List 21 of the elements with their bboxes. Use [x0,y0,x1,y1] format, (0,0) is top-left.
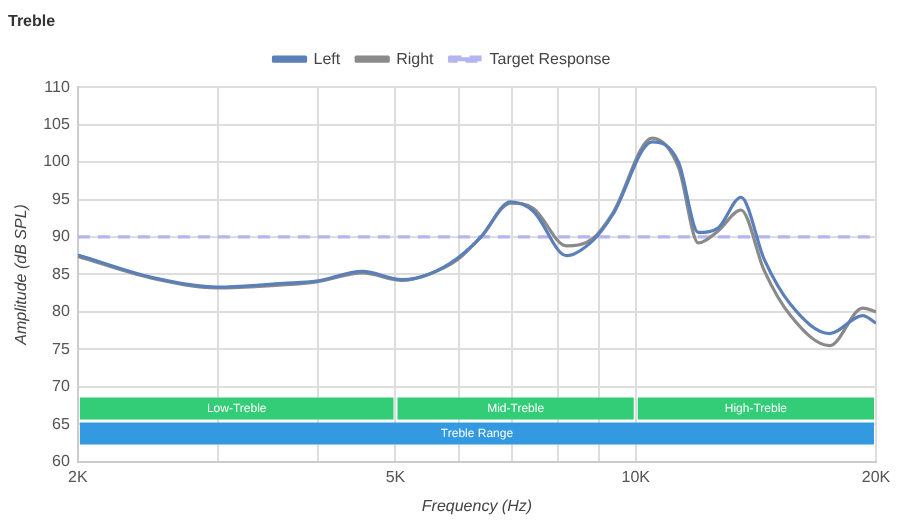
y-tick-label: 70 [52,377,71,396]
legend-label: Right [396,49,436,68]
x-tick-label: 20K [861,467,892,486]
y-tick-label: 60 [52,452,71,471]
y-tick-label: 65 [52,414,71,433]
x-tick-label: 2K [68,467,89,486]
y-tick-label: 95 [52,189,71,208]
y-tick-label: 85 [52,264,71,283]
chart-title: Treble [8,12,57,31]
y-tick-label: 80 [52,302,71,321]
x-tick-label: 5K [385,467,407,486]
y-tick-label: 75 [52,339,71,358]
x-tick-label: 10K [621,467,652,486]
y-tick-label: 90 [52,227,71,246]
legend-label: Target Response [489,49,612,68]
y-axis-title: Amplitude (dB SPL) [12,203,31,347]
y-tick-label: 105 [43,115,71,134]
x-axis-title: Frequency (Hz) [421,496,533,515]
y-tick-label: 110 [44,77,71,96]
legend-label: Left [313,49,342,68]
y-tick-label: 100 [43,152,71,171]
